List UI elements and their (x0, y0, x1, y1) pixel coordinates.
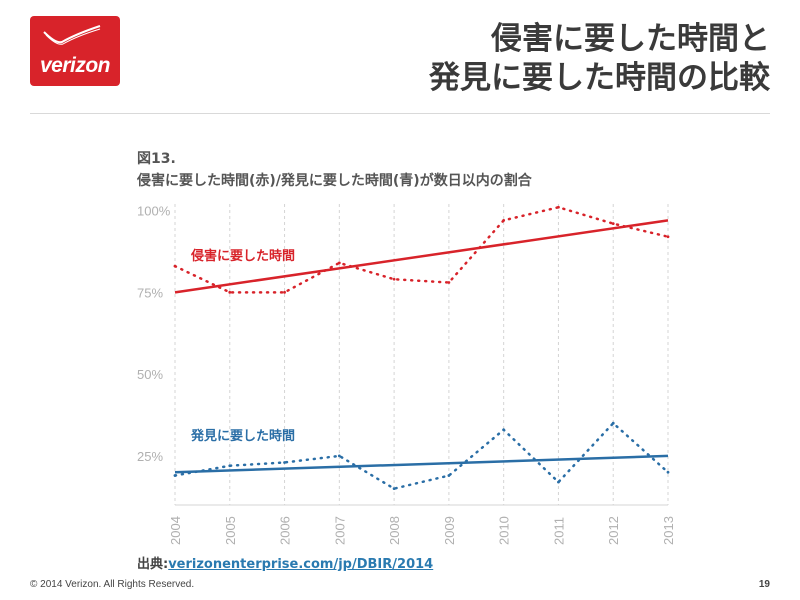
slide-title: 侵害に要した時間と 発見に要した時間の比較 (429, 20, 770, 98)
source-link[interactable]: verizonenterprise.com/jp/DBIR/2014 (168, 557, 434, 572)
data-point (392, 487, 396, 491)
data-point (666, 235, 670, 239)
x-tick-label: 2010 (497, 516, 512, 545)
data-point (337, 454, 341, 458)
title-line-1: 侵害に要した時間と (491, 21, 770, 57)
series-label: 侵害に要した時間 (190, 248, 295, 264)
y-tick-label: 100% (137, 204, 171, 219)
x-tick-label: 2006 (278, 516, 293, 545)
trend-line (174, 454, 669, 474)
x-tick-label: 2008 (387, 516, 402, 545)
data-point (557, 205, 560, 209)
x-tick-label: 2011 (551, 517, 566, 545)
data-point (557, 480, 560, 484)
data-point (283, 290, 286, 294)
series-label: 発見に要した時間 (190, 428, 295, 444)
data-point (228, 290, 232, 294)
title-divider (30, 113, 770, 114)
x-tick-label: 2004 (168, 516, 183, 545)
figure-caption: 侵害に要した時間(赤)/発見に要した時間(青)が数日以内の割合 (137, 173, 532, 189)
data-point (666, 470, 670, 474)
verizon-logo: verizon (30, 16, 120, 86)
data-point (611, 222, 615, 226)
x-tick-label: 2007 (332, 516, 347, 545)
source-prefix: 出典: (137, 557, 169, 572)
data-point (173, 264, 177, 268)
title-line-2: 発見に要した時間の比較 (429, 60, 770, 96)
data-point (447, 474, 451, 477)
copyright: © 2014 Verizon. All Rights Reserved. (30, 579, 195, 590)
checkmark-icon (43, 25, 101, 45)
data-point (228, 464, 232, 468)
y-tick-label: 75% (137, 285, 163, 300)
data-point (502, 428, 506, 432)
data-point (447, 281, 451, 284)
trend-line (174, 219, 669, 294)
data-point (173, 474, 177, 477)
x-tick-label: 2005 (223, 516, 238, 545)
y-tick-label: 25% (137, 449, 163, 464)
page-number: 19 (758, 579, 770, 590)
source-citation: 出典:verizonenterprise.com/jp/DBIR/2014 (137, 553, 433, 572)
y-tick-label: 50% (137, 367, 163, 382)
figure-number: 図13. (137, 151, 176, 167)
data-point (283, 461, 286, 464)
data-point (502, 218, 506, 222)
logo-wordmark: verizon (39, 54, 111, 77)
data-point (611, 421, 615, 425)
series-line (173, 421, 670, 490)
x-tick-label: 2013 (661, 516, 676, 545)
data-point (392, 277, 396, 281)
x-tick-label: 2009 (442, 516, 457, 545)
x-tick-label: 2012 (606, 516, 621, 545)
data-point (337, 261, 341, 265)
